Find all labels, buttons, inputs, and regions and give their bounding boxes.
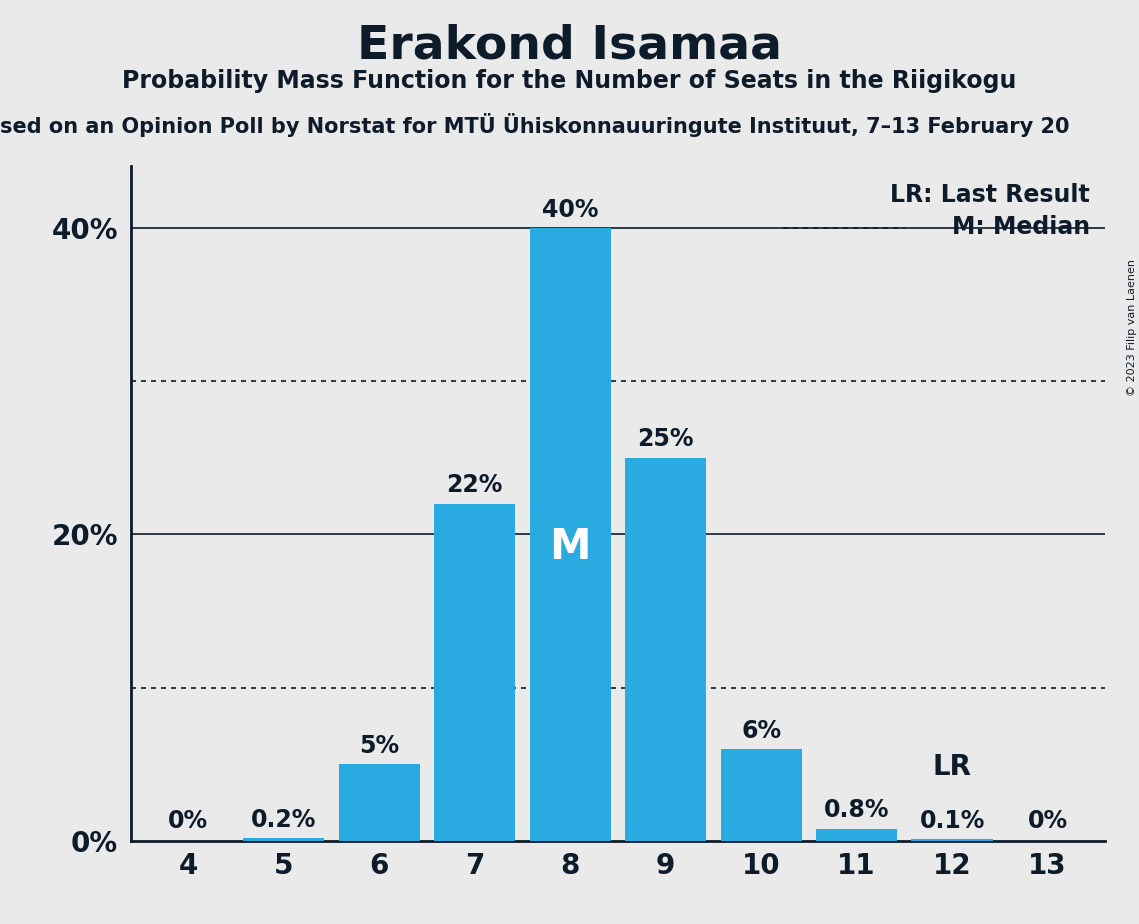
Text: M: M (549, 526, 591, 567)
Text: 0%: 0% (1027, 809, 1067, 833)
Text: M: Median: M: Median (952, 215, 1090, 239)
Text: Erakond Isamaa: Erakond Isamaa (357, 23, 782, 68)
Text: 0%: 0% (169, 809, 208, 833)
Text: 5%: 5% (359, 734, 400, 758)
Bar (625, 457, 706, 841)
Text: 6%: 6% (741, 719, 781, 743)
Bar (816, 829, 898, 841)
Bar (911, 839, 993, 841)
Text: 40%: 40% (542, 198, 598, 222)
Bar (721, 748, 802, 841)
Text: © 2023 Filip van Laenen: © 2023 Filip van Laenen (1126, 259, 1137, 395)
Bar (338, 764, 420, 841)
Text: LR: Last Result: LR: Last Result (891, 183, 1090, 207)
Text: sed on an Opinion Poll by Norstat for MTÜ Ühiskonnauuringute Instituut, 7–13 Feb: sed on an Opinion Poll by Norstat for MT… (0, 113, 1070, 137)
Text: 0.1%: 0.1% (919, 809, 985, 833)
Bar (243, 838, 325, 841)
Text: Probability Mass Function for the Number of Seats in the Riigikogu: Probability Mass Function for the Number… (122, 69, 1017, 93)
Text: 22%: 22% (446, 473, 503, 497)
Text: 0.2%: 0.2% (251, 808, 317, 832)
Text: 25%: 25% (638, 428, 694, 452)
Bar (434, 504, 515, 841)
Bar (530, 227, 611, 841)
Text: LR: LR (933, 753, 972, 781)
Text: 0.8%: 0.8% (823, 798, 890, 822)
